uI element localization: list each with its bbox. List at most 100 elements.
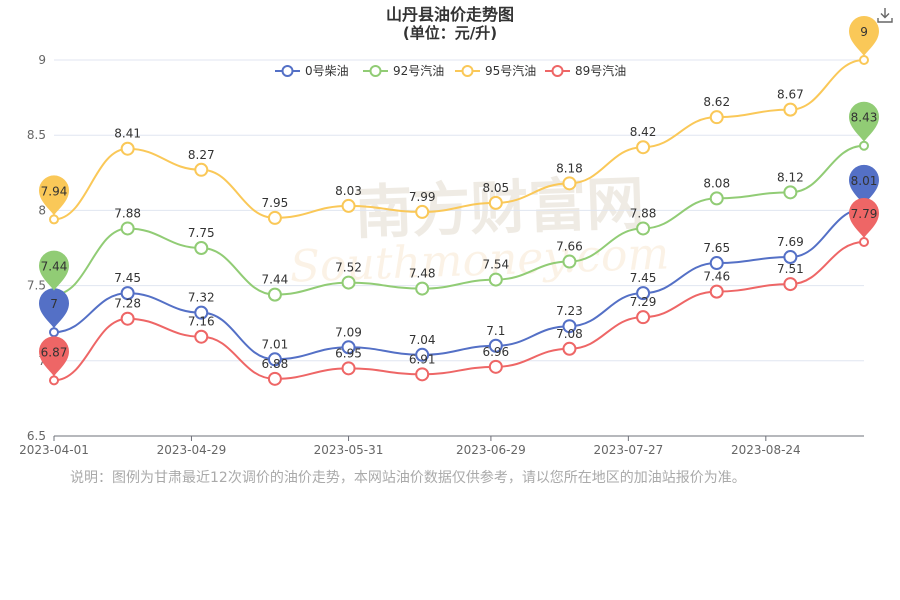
data-label: 7.54 <box>482 258 509 272</box>
data-point[interactable] <box>267 371 282 386</box>
data-point[interactable] <box>562 176 577 191</box>
data-label: 8.18 <box>556 161 583 175</box>
data-point[interactable] <box>194 329 209 344</box>
data-label: 7.95 <box>262 196 289 210</box>
data-point[interactable] <box>859 140 869 151</box>
data-point[interactable] <box>636 140 651 155</box>
data-point[interactable] <box>709 284 724 299</box>
data-label: 7.99 <box>409 190 436 204</box>
data-point[interactable] <box>859 55 869 65</box>
series-line <box>53 207 865 361</box>
data-point[interactable] <box>49 327 59 338</box>
pin-shape <box>39 288 69 329</box>
data-label: 7.44 <box>262 273 289 287</box>
data-label: 8.08 <box>703 176 730 190</box>
data-label: 8.62 <box>703 95 730 109</box>
data-point[interactable] <box>49 214 59 225</box>
data-labels: 7.45 7.32 7.01 7.09 7.04 7.1 7.23 7.45 7.65 7.69 7… <box>114 88 803 371</box>
data-label: 6.88 <box>262 357 289 371</box>
pin-marker: 9 <box>849 16 879 56</box>
data-point[interactable] <box>783 102 798 117</box>
data-label: 7.75 <box>188 226 215 240</box>
data-point[interactable] <box>709 110 724 125</box>
data-point[interactable] <box>194 241 209 255</box>
legend[interactable]: 0号柴油 92号汽油 95号汽油 89号汽油 <box>275 63 626 78</box>
data-point[interactable] <box>488 359 503 374</box>
x-tick-label: 2023-05-31 <box>314 443 384 457</box>
data-label: 7.01 <box>262 337 289 351</box>
data-point[interactable] <box>709 256 724 271</box>
pin-marker: 6.87 <box>39 336 69 377</box>
legend-item[interactable]: 0号柴油 <box>275 64 349 78</box>
series-line <box>53 59 865 221</box>
data-point[interactable] <box>341 361 356 376</box>
data-point[interactable] <box>562 319 577 334</box>
data-point[interactable] <box>859 236 869 247</box>
data-point[interactable] <box>783 185 798 200</box>
data-label: 7.16 <box>188 315 215 329</box>
x-tick-label: 2023-07-27 <box>593 443 663 457</box>
data-point[interactable] <box>120 311 135 326</box>
series-line <box>53 240 865 382</box>
data-point[interactable] <box>49 375 59 386</box>
data-point[interactable] <box>194 305 209 320</box>
data-point[interactable] <box>415 347 430 362</box>
data-label: 8.42 <box>630 125 657 139</box>
data-point[interactable] <box>415 204 430 219</box>
data-point[interactable] <box>267 352 282 367</box>
y-tick-label: 6.5 <box>27 429 46 443</box>
y-tick-label: 8 <box>38 203 46 217</box>
download-icon[interactable] <box>876 6 894 24</box>
data-label: 7.65 <box>703 241 730 255</box>
pin-label: 7.79 <box>851 207 878 221</box>
legend-item[interactable]: 92号汽油 <box>363 63 444 78</box>
data-point[interactable] <box>488 338 503 353</box>
data-point[interactable] <box>267 287 282 302</box>
data-point[interactable] <box>194 162 209 177</box>
pin-marker: 7.79 <box>849 197 879 238</box>
data-point[interactable] <box>488 195 503 210</box>
data-point[interactable] <box>562 341 577 356</box>
data-point[interactable] <box>488 272 503 287</box>
pin-shape <box>849 197 879 238</box>
chart-note: 说明：图例为甘肃最近12次调价的油价走势，本网站油价数据仅供参考，请以您所在地区… <box>70 470 746 486</box>
data-point[interactable] <box>636 286 651 301</box>
legend-label: 92号汽油 <box>393 63 444 78</box>
pin-label: 7.44 <box>41 260 68 274</box>
data-label: 7.1 <box>486 324 505 338</box>
data-point[interactable] <box>636 221 651 236</box>
y-tick-label: 8.5 <box>27 128 46 142</box>
pin-label: 6.87 <box>41 345 68 359</box>
data-point[interactable] <box>562 254 577 269</box>
data-point[interactable] <box>267 210 282 225</box>
data-point[interactable] <box>783 277 798 292</box>
pin-shape <box>849 164 879 205</box>
legend-marker <box>369 65 382 77</box>
data-point[interactable] <box>415 281 430 296</box>
data-label: 7.46 <box>703 270 730 284</box>
data-point[interactable] <box>709 191 724 206</box>
legend-item[interactable]: 89号汽油 <box>545 63 626 78</box>
data-point[interactable] <box>415 367 430 382</box>
pin-label: 8.01 <box>851 174 878 188</box>
data-point[interactable] <box>120 221 135 236</box>
data-point[interactable] <box>120 286 135 301</box>
data-point[interactable] <box>341 340 356 355</box>
data-label: 7.23 <box>556 304 583 318</box>
data-point[interactable] <box>341 275 356 290</box>
pin-marker: 7 <box>39 288 69 329</box>
chart-subtitle: (单位：元/升) <box>403 24 497 42</box>
data-point[interactable] <box>341 198 356 213</box>
x-tick-label: 2023-04-29 <box>157 443 227 457</box>
data-point[interactable] <box>636 310 651 325</box>
data-point[interactable] <box>120 141 135 156</box>
pin-marker: 8.01 <box>849 164 879 205</box>
legend-item[interactable]: 95号汽油 <box>455 63 536 78</box>
pin-shape <box>39 250 69 291</box>
data-label: 7.88 <box>630 206 657 220</box>
data-label: 7.28 <box>114 297 141 311</box>
data-point[interactable] <box>783 250 798 265</box>
pin-shape <box>39 336 69 377</box>
data-label: 7.32 <box>188 291 215 305</box>
watermark: 南方财富网 Southmoney.com <box>289 169 670 293</box>
